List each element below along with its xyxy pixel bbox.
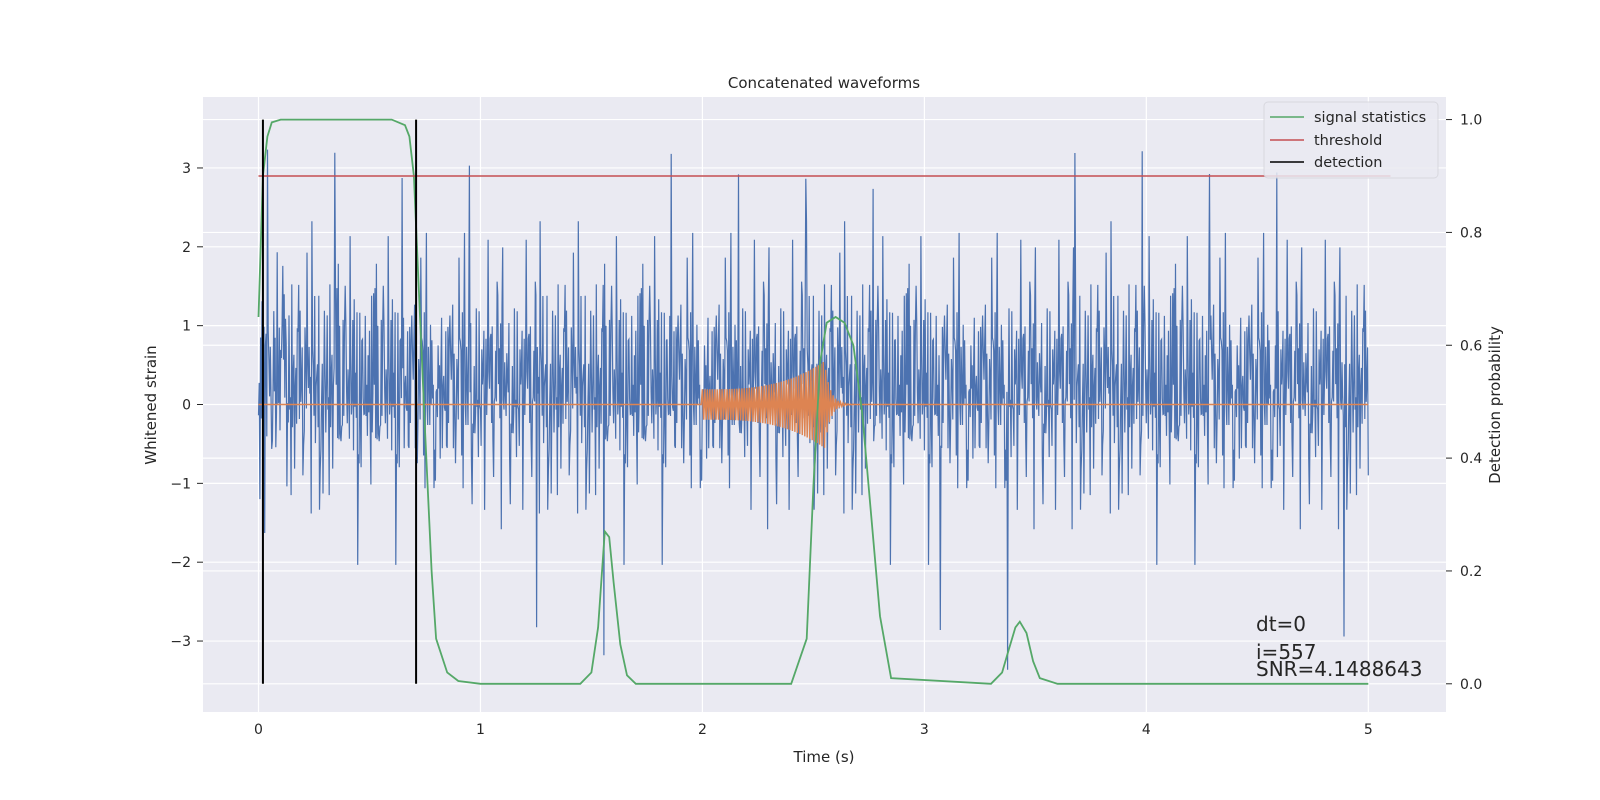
x-tick-label: 5 [1364, 722, 1373, 738]
x-tick-label: 1 [476, 722, 485, 738]
series-whitened-strain [257, 149, 1369, 670]
y-tick-label-right: 1.0 [1460, 113, 1482, 129]
y-tick-label-right: 0.8 [1460, 225, 1482, 241]
y-tick-label-left: 1 [182, 319, 191, 335]
y-tick-label-left: −3 [170, 634, 191, 650]
legend: signal statistics threshold detection [1263, 101, 1439, 179]
y-axis-label-left: Whitened strain [142, 345, 160, 464]
x-tick-label: 3 [920, 722, 929, 738]
annotation-snr: SNR=4.1488643 [1256, 657, 1422, 681]
series-layer [257, 118, 1391, 685]
ticks: 0 1 2 3 4 5 −3 −2 −1 0 1 2 3 0.0 0.2 0.4 0.6 0.8 1.0 [170, 113, 1482, 738]
y-tick-label-right: 0.0 [1460, 677, 1482, 693]
y-tick-label-right: 0.4 [1460, 451, 1482, 467]
annotation-dt: dt=0 [1256, 612, 1306, 636]
y-tick-label-left: 3 [182, 161, 191, 177]
series-signal-statistics [257, 118, 1369, 685]
series-template [258, 361, 1369, 448]
x-tick-label: 0 [254, 722, 263, 738]
y-axis-label-right: Detection probability [1486, 326, 1504, 484]
legend-box [1263, 101, 1439, 179]
x-axis-label: Time (s) [793, 748, 855, 766]
x-tick-label: 4 [1142, 722, 1151, 738]
y-tick-label-left: −1 [170, 476, 191, 492]
annotation-i: i=557 [1256, 640, 1317, 664]
legend-label-threshold: threshold [1314, 133, 1382, 149]
y-tick-label-left: −2 [170, 555, 191, 571]
y-tick-label-left: 2 [182, 240, 191, 256]
y-tick-label-left: 0 [182, 398, 191, 414]
x-tick-label: 2 [698, 722, 707, 738]
chart-title: Concatenated waveforms [728, 74, 920, 92]
legend-label-signal-statistics: signal statistics [1314, 110, 1426, 126]
y-tick-label-right: 0.2 [1460, 564, 1482, 580]
legend-label-detection: detection [1314, 155, 1382, 171]
y-tick-label-right: 0.6 [1460, 338, 1482, 354]
